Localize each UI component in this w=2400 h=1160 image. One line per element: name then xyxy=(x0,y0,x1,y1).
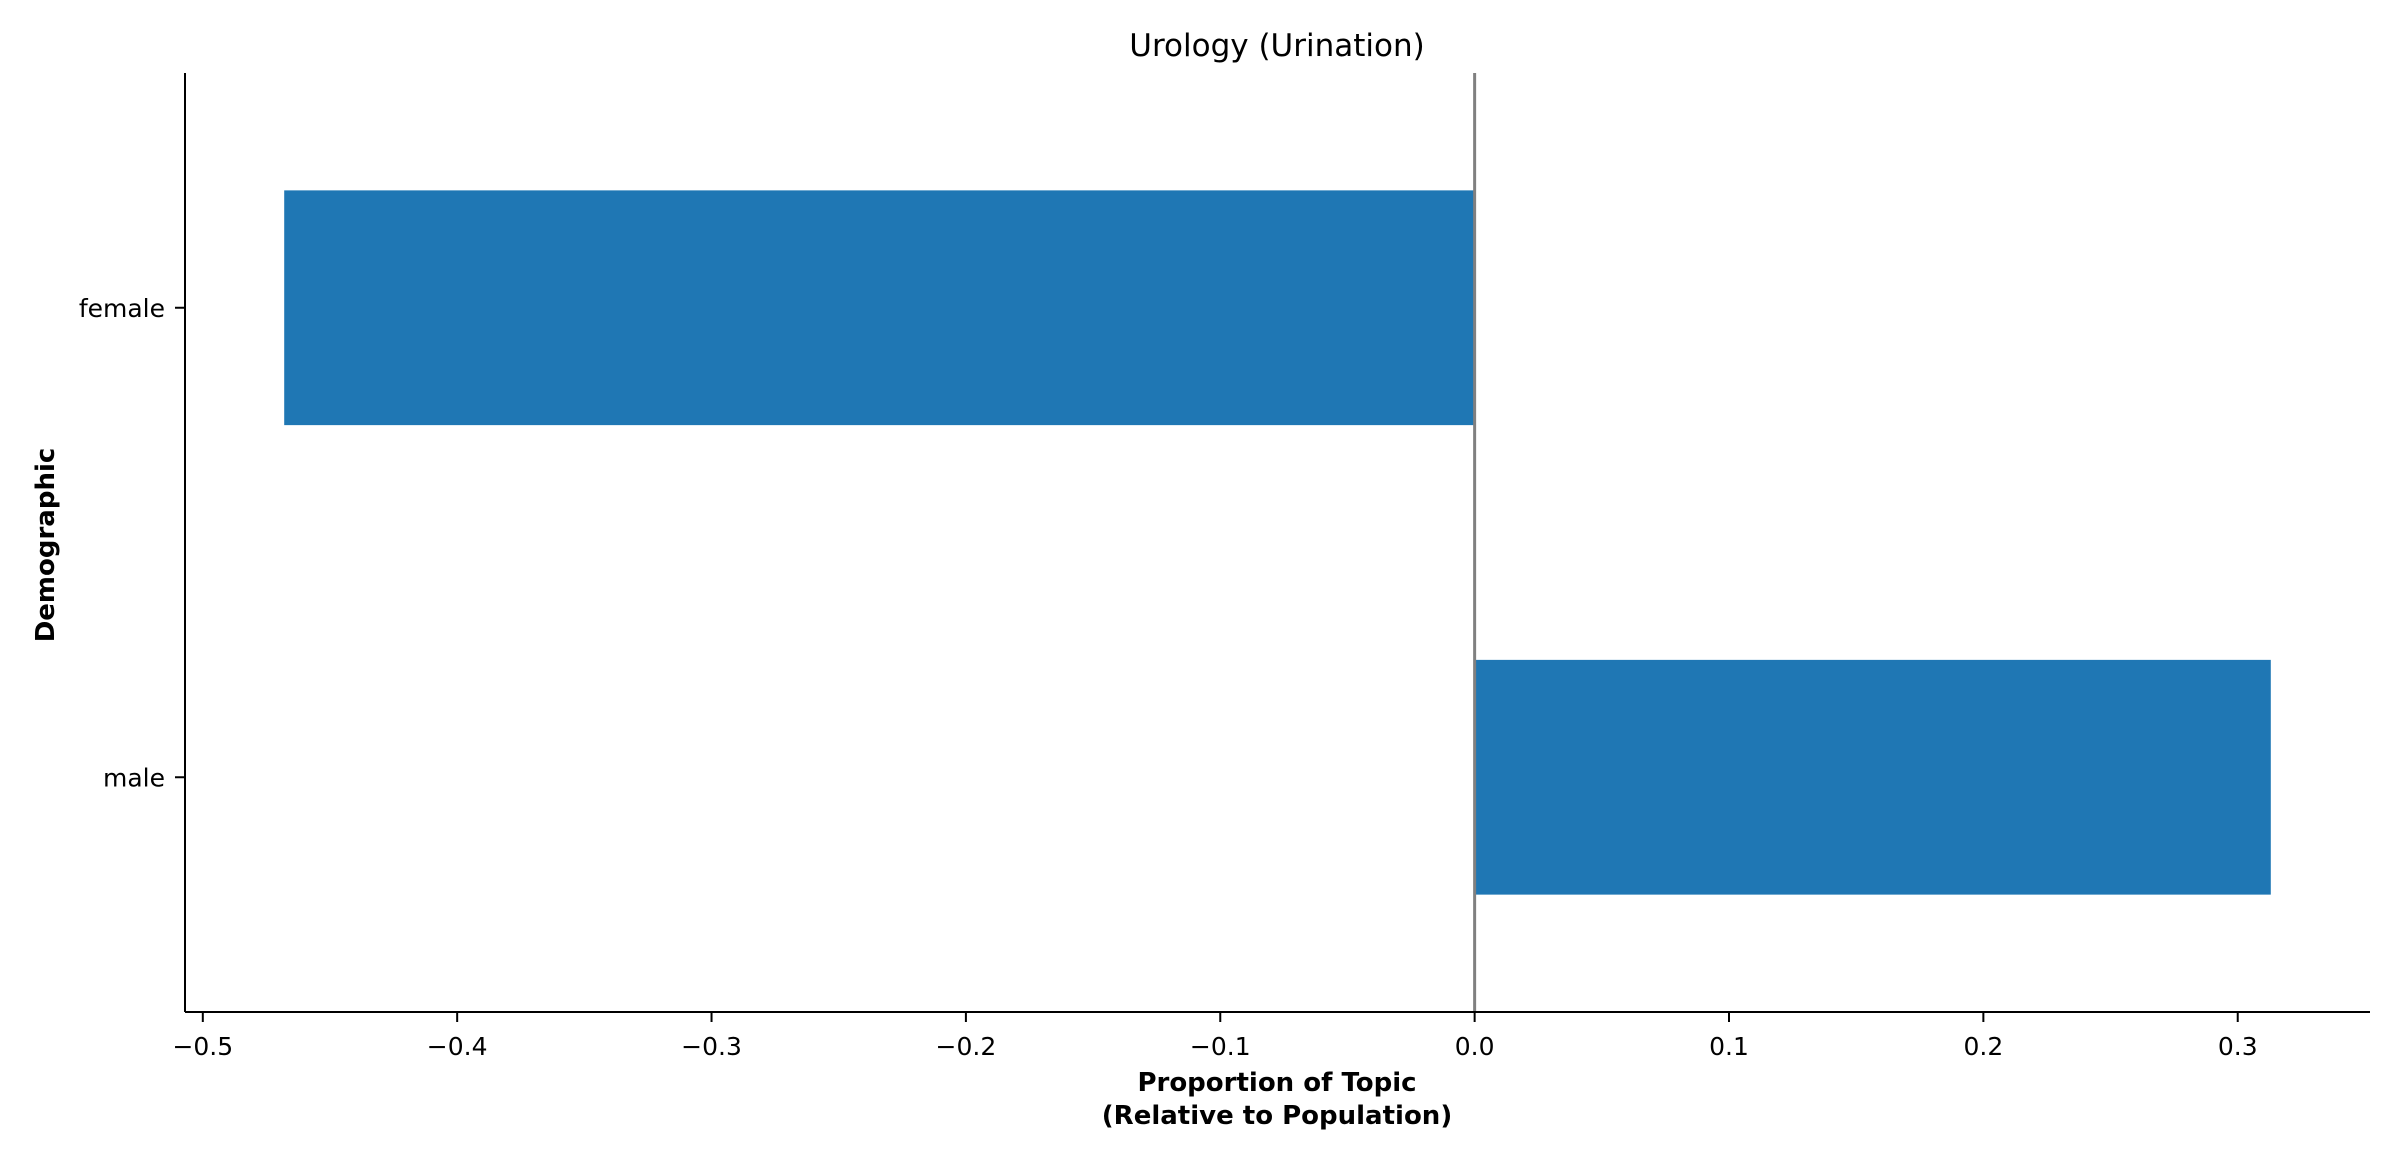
x-ticks-group: −0.5 −0.4 −0.3 −0.2 −0.1 0.0 0.1 0.2 0.3 xyxy=(172,1012,2258,1061)
x-tick-label: −0.2 xyxy=(936,1032,997,1061)
x-tick-label: −0.1 xyxy=(1190,1032,1251,1061)
x-tick-label: 0.2 xyxy=(1963,1032,2003,1061)
x-axis-label-line2: (Relative to Population) xyxy=(1102,1101,1452,1131)
y-tick-label-female: female xyxy=(79,294,165,323)
chart-title: Urology (Urination) xyxy=(1129,28,1424,64)
y-tick-label-male: male xyxy=(103,763,165,792)
x-axis-label-line1: Proportion of Topic xyxy=(1137,1068,1416,1098)
y-axis-label: Demographic xyxy=(31,448,61,643)
x-tick-label: 0.0 xyxy=(1455,1032,1495,1061)
x-tick-label: 0.3 xyxy=(2218,1032,2258,1061)
bar-male xyxy=(1474,659,2271,895)
bar-female xyxy=(284,190,1475,426)
x-tick-label: −0.4 xyxy=(427,1032,488,1061)
bars-group xyxy=(284,190,2271,895)
x-tick-label: −0.5 xyxy=(172,1032,233,1061)
x-tick-label: 0.1 xyxy=(1709,1032,1749,1061)
y-ticks-group: female male xyxy=(79,294,185,792)
x-tick-label: −0.3 xyxy=(681,1032,742,1061)
